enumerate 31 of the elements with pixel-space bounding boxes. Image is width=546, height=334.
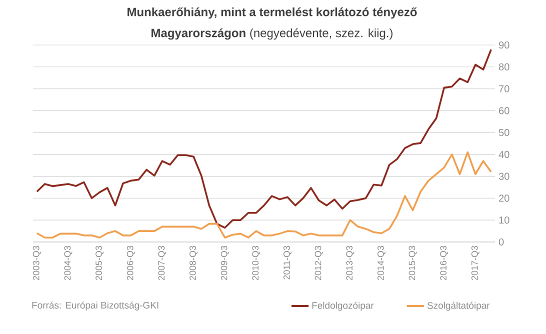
x-tick-label: 2010-Q3: [252, 246, 260, 280]
x-tick-label: 2008-Q3: [190, 246, 198, 280]
chart-subtitle: Magyarországon (negyedévente, szez. kiig.): [152, 28, 392, 40]
x-tick-label: 2004-Q3: [64, 246, 72, 280]
line-series: [36, 48, 492, 229]
x-tick-label: 2016-Q3: [440, 246, 448, 280]
y-tick-label: 20: [499, 194, 510, 202]
x-tick-label: 2012-Q3: [314, 246, 323, 280]
x-tick-label: 2011-Q3: [284, 246, 292, 280]
y-tick-label: 30: [498, 172, 510, 180]
x-tick-label: 2006-Q3: [126, 246, 135, 280]
x-tick-label: 2007-Q3: [158, 246, 166, 280]
x-tick-label: 2003-Q3: [32, 246, 41, 280]
y-tick-label: 40: [498, 150, 510, 158]
x-tick-label: 2009-Q3: [220, 246, 229, 280]
x-tick-label: 2017-Q3: [471, 246, 480, 280]
chart-title: Munkaerőhiány, mint a termelést korlátozó tényező: [128, 7, 417, 19]
legend-label: Szolgáltatóipar: [427, 302, 490, 311]
text: Forrás: Európai Bizottság-GKI: [32, 302, 158, 310]
legend-label: Feldolgozóipar: [312, 302, 374, 311]
y-tick-label: 50: [498, 129, 510, 136]
y-tick-label: 60: [499, 107, 510, 114]
y-tick-label: 90: [499, 41, 510, 49]
y-tick-label: 0: [498, 238, 504, 246]
y-tick-label: 10: [499, 216, 510, 224]
x-tick-label: 2015-Q3: [408, 246, 417, 280]
x-tick-label: 2013-Q3: [346, 246, 354, 280]
x-tick-label: 2014-Q3: [377, 246, 386, 280]
y-tick-label: 70: [499, 85, 510, 92]
y-tick-label: 80: [498, 63, 510, 70]
x-tick-label: 2005-Q3: [96, 246, 104, 280]
